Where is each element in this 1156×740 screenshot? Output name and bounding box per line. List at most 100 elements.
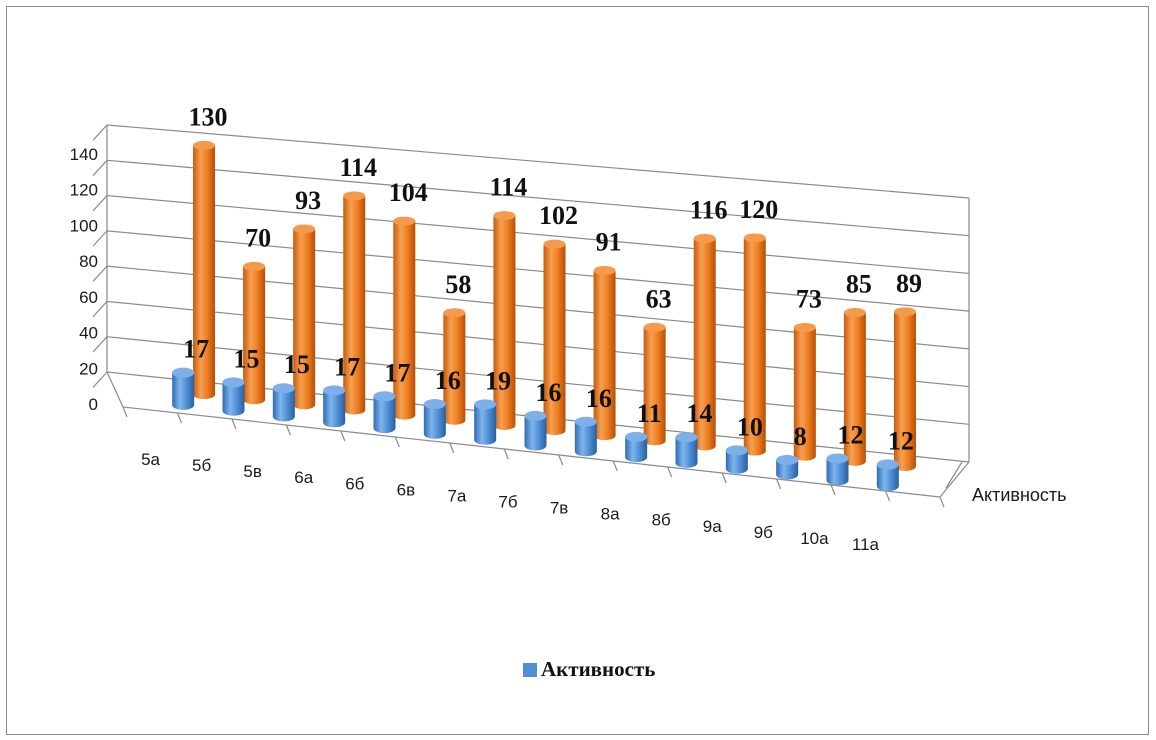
orange-bar — [443, 308, 466, 425]
x-tick-label: 8а — [601, 505, 620, 524]
orange-bar — [543, 239, 566, 435]
y-tick-label: 80 — [79, 252, 98, 271]
floor-right-edge — [939, 461, 970, 498]
blue-bar — [725, 445, 748, 474]
data-label-blue: 19 — [485, 366, 511, 395]
data-label-blue: 11 — [637, 399, 662, 428]
data-label-blue: 17 — [385, 358, 411, 387]
orange-bar — [893, 307, 916, 471]
floor-left-edge — [106, 371, 124, 408]
blue-bar — [172, 367, 195, 410]
blue-bar — [524, 410, 547, 451]
y-tick-label: 120 — [70, 181, 98, 200]
gridline-side-80 — [92, 230, 108, 247]
gridline-side-120 — [92, 159, 108, 176]
blue-bar — [272, 383, 295, 422]
data-label-blue: 16 — [586, 384, 612, 413]
gridline-60 — [106, 265, 970, 350]
y-tick-label: 20 — [79, 359, 98, 378]
chart-legend: Активность — [523, 657, 655, 682]
x-tick-label: 5а — [141, 450, 160, 469]
orange-bar — [243, 261, 266, 405]
gridline-side-100 — [92, 195, 108, 212]
blue-bar — [373, 391, 396, 434]
x-tick-mark — [612, 460, 618, 472]
blue-bar — [625, 431, 648, 463]
y-tick-label: 40 — [79, 324, 98, 343]
orange-bar — [693, 233, 716, 451]
data-label-blue: 15 — [284, 350, 310, 379]
x-tick-mark — [884, 490, 891, 502]
gridline-80 — [106, 230, 970, 312]
y-tick-label: 0 — [89, 395, 98, 414]
x-tick-label: 11а — [852, 535, 880, 554]
x-tick-mark — [667, 466, 673, 478]
x-tick-mark — [122, 406, 128, 418]
gridline-side-20 — [92, 336, 108, 353]
gridline-140 — [106, 124, 970, 199]
x-tick-mark — [340, 430, 346, 442]
data-label-blue: 12 — [838, 421, 864, 450]
orange-bar — [193, 140, 216, 400]
x-tick-label: 9б — [754, 523, 773, 542]
orange-bar — [793, 322, 816, 461]
x-tick-mark — [449, 442, 455, 454]
data-label-blue: 12 — [888, 426, 914, 455]
x-tick-label: 7а — [447, 486, 466, 505]
data-label-blue: 10 — [737, 412, 763, 441]
x-tick-label: 6а — [294, 468, 313, 487]
depth-axis-label: Активность — [972, 485, 1067, 505]
gridline-side-140 — [92, 124, 108, 141]
x-tick-mark — [939, 496, 945, 508]
legend-swatch-aktivnost — [523, 662, 537, 677]
data-label-orange: 63 — [646, 284, 672, 313]
x-tick-mark — [721, 472, 727, 484]
data-label-blue: 17 — [183, 335, 209, 364]
data-label-orange: 85 — [846, 270, 872, 299]
orange-bar — [593, 266, 616, 441]
orange-bar — [393, 216, 416, 420]
data-label-orange: 120 — [739, 195, 778, 224]
data-label-blue: 14 — [687, 399, 713, 428]
data-label-orange: 70 — [245, 223, 271, 252]
x-tick-mark — [776, 478, 782, 490]
orange-bar — [643, 322, 666, 446]
data-label-orange: 116 — [690, 195, 728, 224]
x-tick-label: 7в — [550, 499, 569, 518]
data-label-blue: 16 — [536, 378, 562, 407]
y-tick-label: 100 — [70, 216, 98, 235]
blue-bar — [474, 399, 497, 445]
y-tick-label: 140 — [70, 145, 98, 164]
x-tick-mark — [830, 484, 836, 496]
orange-bar — [343, 191, 366, 415]
gridline-side-40 — [92, 301, 108, 318]
data-label-orange: 93 — [295, 186, 321, 215]
data-label-orange: 91 — [596, 228, 622, 257]
data-label-blue: 17 — [334, 352, 360, 381]
orange-bar — [293, 224, 316, 410]
x-tick-mark — [394, 436, 400, 448]
blue-bar — [574, 416, 597, 457]
data-label-orange: 102 — [539, 201, 578, 230]
x-tick-label: 5б — [192, 456, 211, 475]
blue-bar — [876, 459, 899, 492]
data-label-blue: 8 — [794, 422, 807, 451]
orange-bar — [493, 211, 516, 430]
x-tick-mark — [231, 418, 237, 430]
data-label-orange: 114 — [490, 173, 528, 202]
x-tick-label: 7б — [498, 493, 517, 512]
blue-bar — [423, 399, 446, 439]
blue-bar — [323, 385, 346, 428]
data-label-orange: 130 — [189, 102, 228, 131]
data-label-orange: 73 — [796, 284, 822, 313]
blue-bar — [826, 453, 849, 486]
x-tick-mark — [285, 424, 291, 436]
data-label-orange: 58 — [445, 270, 471, 299]
y-tick-label: 60 — [79, 288, 98, 307]
data-label-orange: 104 — [389, 178, 428, 207]
x-tick-label: 6б — [345, 474, 364, 493]
x-tick-label: 9а — [703, 517, 722, 536]
data-label-blue: 16 — [435, 366, 461, 395]
blue-bar — [675, 432, 698, 468]
